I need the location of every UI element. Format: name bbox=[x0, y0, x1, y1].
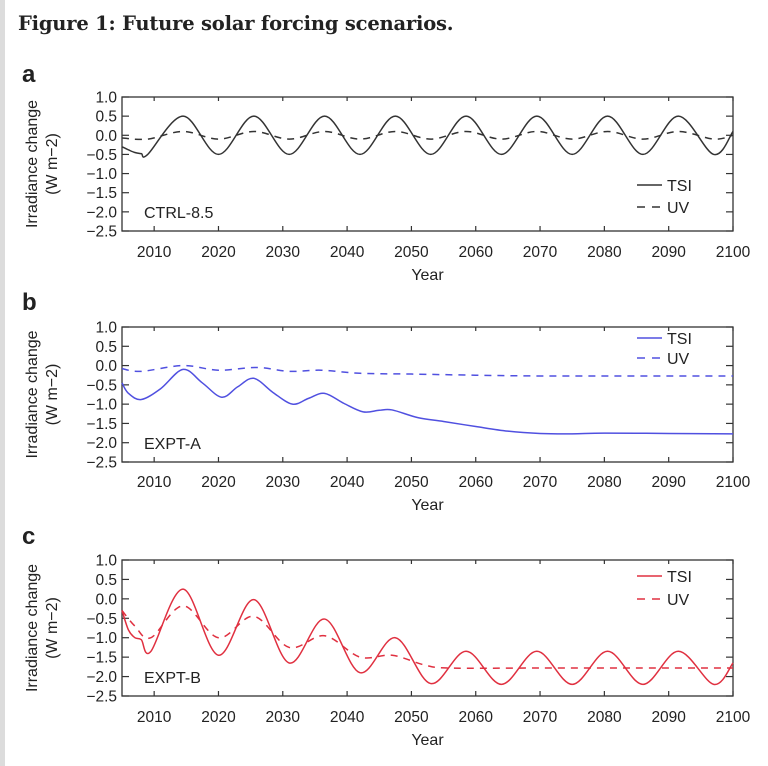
x-tick-label: 2070 bbox=[523, 709, 558, 726]
y-axis-units: (W m−2) bbox=[44, 133, 61, 195]
y-axis-label: Irradiance change bbox=[24, 330, 41, 458]
y-tick-label: 0.5 bbox=[95, 339, 117, 356]
legend-label-tsi: TSI bbox=[667, 331, 692, 348]
page-margin-stripe bbox=[0, 0, 5, 766]
x-tick-label: 2090 bbox=[651, 709, 686, 726]
y-tick-label: 1.0 bbox=[95, 553, 117, 570]
x-tick-label: 2090 bbox=[651, 244, 686, 261]
x-axis-label: Year bbox=[411, 732, 444, 749]
scenario-label: EXPT-A bbox=[144, 436, 201, 453]
panel-b: b Irradiance change (W m−2) 1.0 0.5 0.0 −0.5 −1… bbox=[22, 289, 751, 514]
y-tick-label: −1.5 bbox=[86, 650, 117, 667]
x-tick-label: 2080 bbox=[587, 709, 622, 726]
x-tick-label: 2030 bbox=[266, 244, 301, 261]
x-tick-label: 2070 bbox=[523, 244, 558, 261]
y-tick-label: 0.0 bbox=[95, 128, 117, 145]
x-tick-label: 2100 bbox=[716, 474, 751, 491]
y-tick-label: 0.0 bbox=[95, 358, 117, 375]
x-tick-label: 2020 bbox=[201, 709, 236, 726]
y-tick-label: −1.0 bbox=[86, 397, 117, 414]
y-tick-label: 0.5 bbox=[95, 109, 117, 126]
x-tick-label: 2060 bbox=[458, 244, 493, 261]
plot-frame bbox=[121, 326, 734, 463]
x-tick-label: 2030 bbox=[266, 474, 301, 491]
y-tick-label: 1.0 bbox=[95, 90, 117, 107]
y-tick-label: −1.0 bbox=[86, 630, 117, 647]
x-tick-label: 2050 bbox=[394, 244, 429, 261]
x-tick-label: 2100 bbox=[716, 709, 751, 726]
y-tick-label: −2.0 bbox=[86, 435, 117, 452]
x-tick-label: 2060 bbox=[458, 474, 493, 491]
x-tick-label: 2020 bbox=[201, 474, 236, 491]
x-tick-label: 2050 bbox=[394, 709, 429, 726]
y-axis-units: (W m−2) bbox=[44, 364, 61, 426]
series-line-uv bbox=[121, 605, 733, 669]
x-tick-label: 2010 bbox=[137, 244, 172, 261]
panel-a: a Irradiance change (W m−2) 1.0 0.5 0.0 −0.5 −1… bbox=[22, 61, 751, 284]
y-tick-label: −2.5 bbox=[86, 224, 117, 241]
panel-c: c Irradiance change (W m−2) 1.0 0.5 0.0 −0.5 −1… bbox=[22, 523, 751, 749]
x-axis-label: Year bbox=[411, 267, 444, 284]
x-tick-label: 2010 bbox=[137, 474, 172, 491]
y-tick-label: 0.0 bbox=[95, 591, 117, 608]
y-tick-label: −0.5 bbox=[86, 377, 117, 394]
figure-title: Figure 1: Future solar forcing scenarios… bbox=[18, 12, 454, 35]
panel-letter: b bbox=[22, 289, 37, 316]
y-axis-label: Irradiance change bbox=[24, 100, 41, 228]
plot-frame bbox=[121, 96, 734, 232]
x-axis-label: Year bbox=[411, 497, 444, 514]
y-tick-label: −2.0 bbox=[86, 669, 117, 686]
y-tick-label: −1.5 bbox=[86, 185, 117, 202]
x-tick-label: 2100 bbox=[716, 244, 751, 261]
scenario-label: CTRL-8.5 bbox=[144, 205, 213, 222]
x-tick-label: 2080 bbox=[587, 474, 622, 491]
legend-label-uv: UV bbox=[667, 592, 690, 609]
x-tick-label: 2010 bbox=[137, 709, 172, 726]
x-tick-label: 2040 bbox=[330, 709, 365, 726]
x-tick-label: 2080 bbox=[587, 244, 622, 261]
y-tick-label: −2.5 bbox=[86, 455, 117, 472]
x-tick-label: 2030 bbox=[266, 709, 301, 726]
y-axis-label: Irradiance change bbox=[24, 564, 41, 692]
legend-label-tsi: TSI bbox=[667, 569, 692, 586]
series-line-tsi bbox=[121, 588, 734, 686]
legend-label-uv: UV bbox=[667, 200, 690, 217]
scenario-label: EXPT-B bbox=[144, 670, 201, 687]
x-tick-label: 2070 bbox=[523, 474, 558, 491]
y-tick-label: 1.0 bbox=[95, 320, 117, 337]
panel-letter: c bbox=[22, 523, 35, 550]
x-tick-label: 2060 bbox=[458, 709, 493, 726]
panel-letter: a bbox=[22, 61, 36, 88]
y-axis-units: (W m−2) bbox=[44, 597, 61, 659]
y-tick-label: −1.0 bbox=[86, 166, 117, 183]
legend-label-uv: UV bbox=[667, 351, 690, 368]
x-tick-label: 2020 bbox=[201, 244, 236, 261]
y-tick-label: 0.5 bbox=[95, 572, 117, 589]
x-tick-label: 2090 bbox=[651, 474, 686, 491]
y-tick-label: −2.0 bbox=[86, 204, 117, 221]
series-line-uv bbox=[121, 130, 734, 141]
series-line-tsi bbox=[121, 115, 734, 158]
legend-label-tsi: TSI bbox=[667, 178, 692, 195]
series-line-tsi bbox=[121, 368, 734, 435]
x-tick-label: 2040 bbox=[330, 244, 365, 261]
y-tick-label: −1.5 bbox=[86, 416, 117, 433]
x-tick-label: 2050 bbox=[394, 474, 429, 491]
x-tick-label: 2040 bbox=[330, 474, 365, 491]
y-tick-label: −2.5 bbox=[86, 689, 117, 706]
y-tick-label: −0.5 bbox=[86, 147, 117, 164]
series-line-uv bbox=[121, 364, 733, 377]
plot-frame bbox=[121, 559, 734, 697]
y-tick-label: −0.5 bbox=[86, 611, 117, 628]
